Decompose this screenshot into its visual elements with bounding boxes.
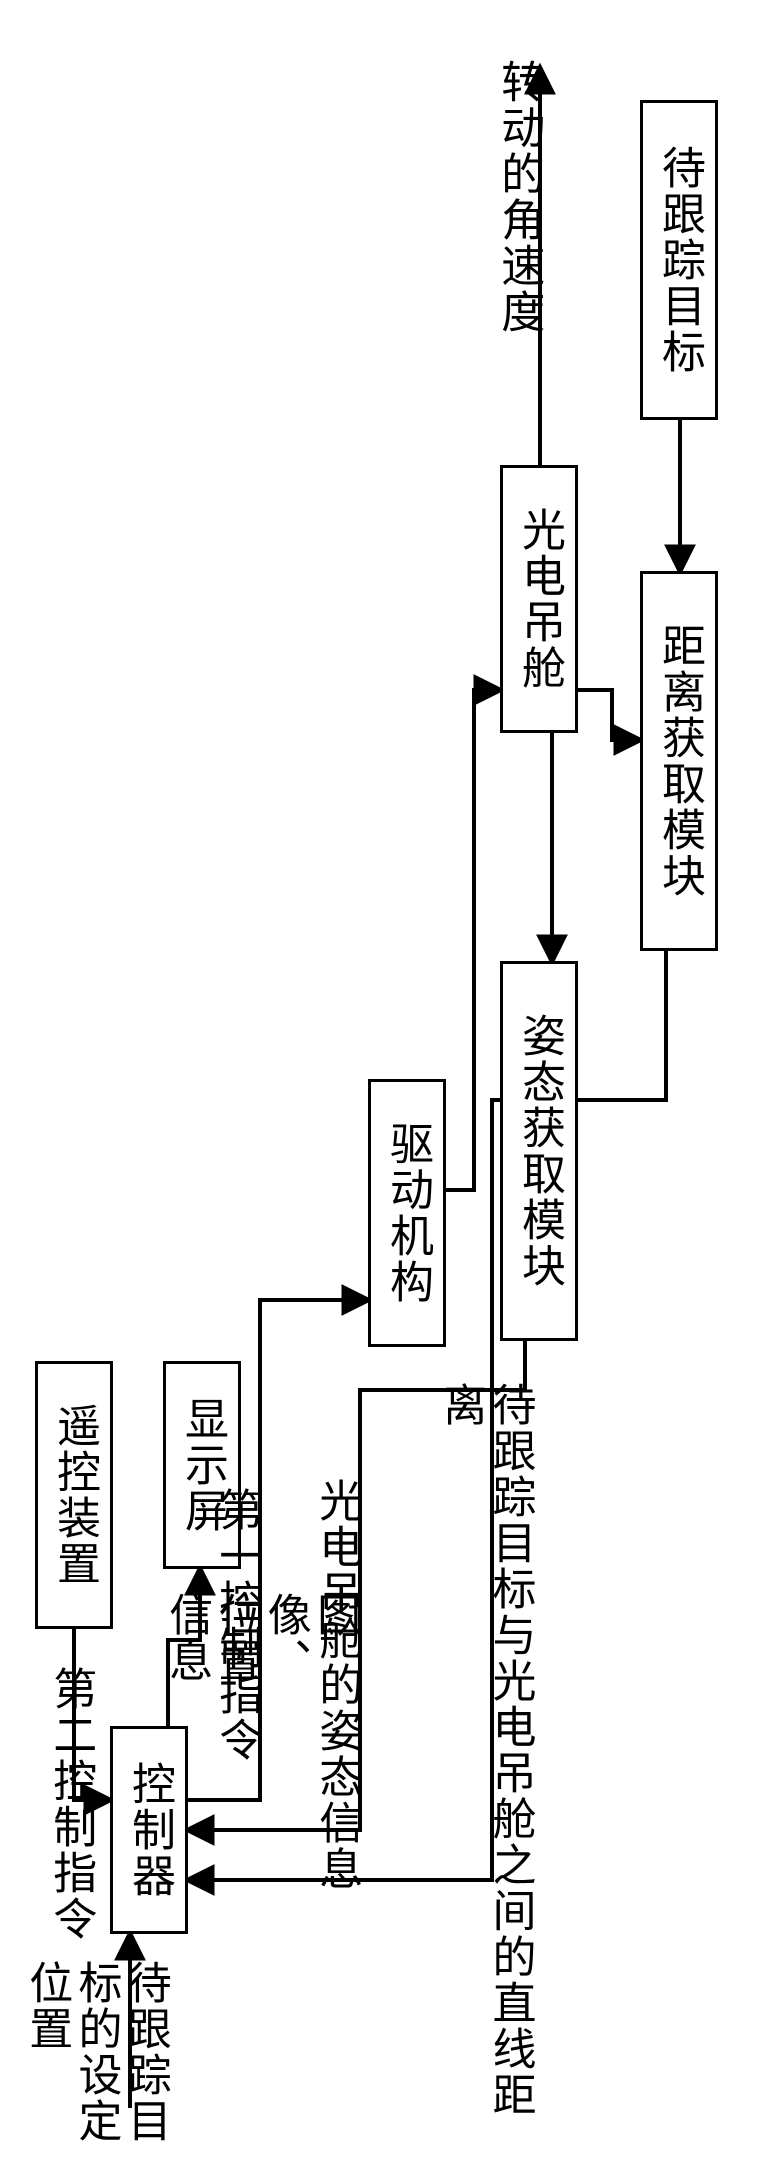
node-target: 待跟踪目标 [640, 100, 718, 420]
node-pod-label: 光电吊舱 [517, 507, 561, 691]
node-drive-label: 驱动机构 [385, 1121, 429, 1305]
node-pod: 光电吊舱 [500, 465, 578, 733]
label-cmd2: 第二控制指令 [46, 1666, 95, 1942]
node-remote-label: 遥控装置 [52, 1403, 96, 1587]
label-set-pos: 待跟踪目标的设定位置 [22, 1960, 170, 2159]
node-distance-label: 距离获取模块 [657, 623, 701, 899]
label-attitude-info: 光电吊舱的姿态信息 [312, 1478, 361, 1892]
node-controller-label: 控制器 [127, 1761, 171, 1899]
diagram-canvas: 遥控装置 显示屏 控制器 驱动机构 光电吊舱 姿态获取模块 待跟踪目标 距离获取… [0, 0, 777, 2159]
node-target-label: 待跟踪目标 [657, 145, 701, 375]
node-attitude: 姿态获取模块 [500, 961, 578, 1341]
node-drive: 驱动机构 [368, 1079, 446, 1347]
label-angular-velocity: 转动的角速度 [494, 59, 543, 335]
label-distance-info: 待跟踪目标与光电吊舱之间的直线距离 [436, 1382, 535, 2159]
label-cmd1: 第一控制指令 [212, 1487, 261, 1763]
arrow-pod-to-distance [578, 690, 640, 740]
node-distance: 距离获取模块 [640, 571, 718, 951]
node-attitude-label: 姿态获取模块 [517, 1013, 561, 1289]
node-remote: 遥控装置 [35, 1361, 113, 1629]
node-controller: 控制器 [110, 1726, 188, 1934]
